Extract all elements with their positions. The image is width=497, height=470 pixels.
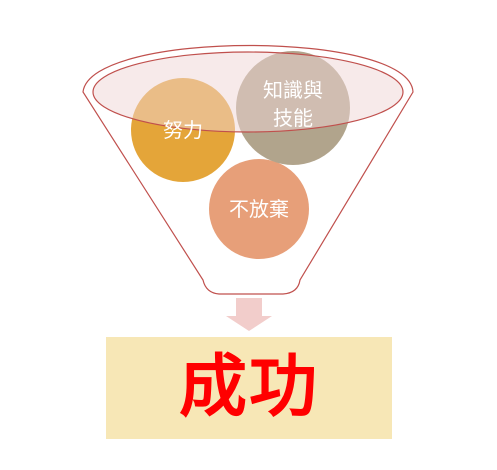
label-knowledge-line1: 知識與 (263, 78, 323, 102)
label-knowledge-line2: 技能 (273, 106, 313, 130)
label-perseverance: 不放棄 (229, 197, 289, 221)
funnel-rim (92, 51, 404, 133)
result-box: 成功 (106, 337, 392, 439)
circle-perseverance (209, 159, 309, 259)
down-arrow-icon (226, 298, 272, 331)
result-label: 成功 (178, 348, 319, 427)
label-effort: 努力 (163, 118, 203, 142)
